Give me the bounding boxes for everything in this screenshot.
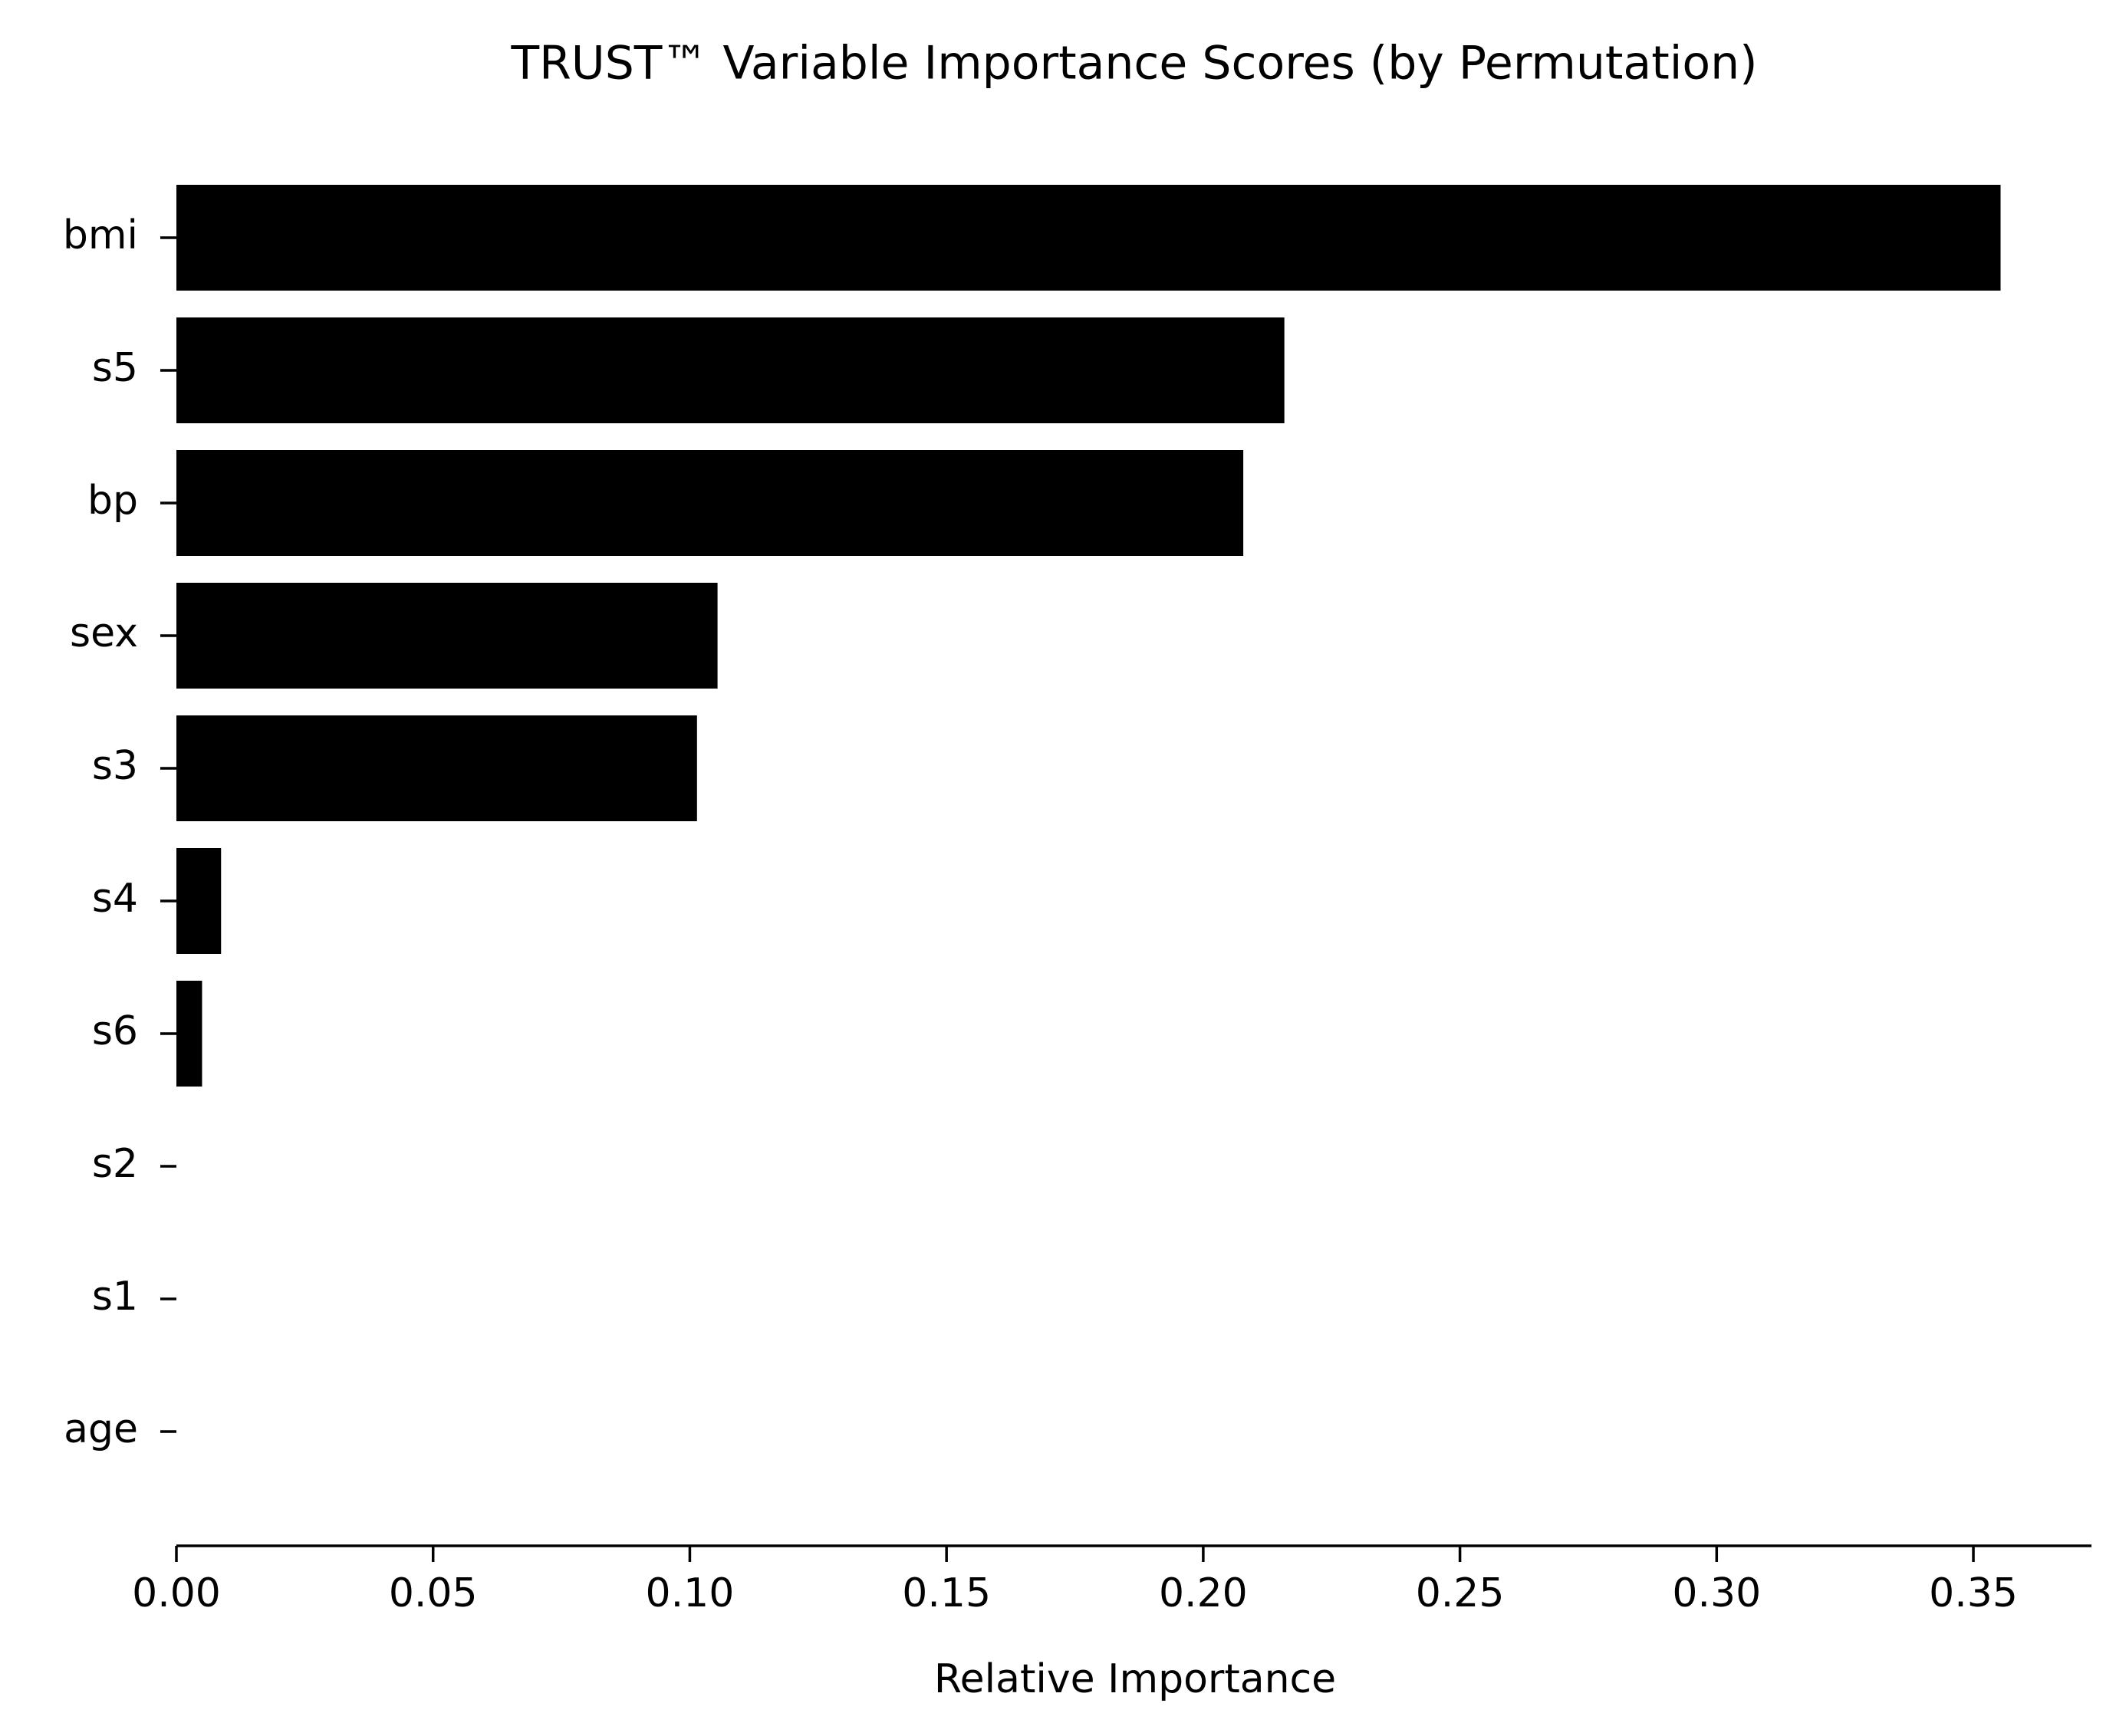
x-axis-label: Relative Importance (934, 1656, 1336, 1702)
bar (176, 848, 222, 954)
x-tick-label: 0.10 (646, 1570, 735, 1616)
bar (176, 317, 1285, 423)
y-tick-label: s2 (92, 1141, 138, 1187)
y-tick-label: sex (70, 610, 138, 656)
x-tick-label: 0.30 (1672, 1570, 1761, 1616)
x-tick-label: 0.05 (389, 1570, 478, 1616)
y-tick-label: s1 (92, 1274, 138, 1320)
bar (176, 185, 2001, 291)
y-tick-label: s5 (92, 345, 138, 391)
y-tick-label: bmi (63, 212, 138, 258)
bar (176, 583, 718, 689)
bar (176, 981, 202, 1087)
x-tick-label: 0.25 (1416, 1570, 1505, 1616)
bar (176, 715, 697, 821)
x-tick-label: 0.15 (902, 1570, 991, 1616)
x-tick-label: 0.35 (1929, 1570, 2018, 1616)
y-tick-label: s6 (92, 1008, 138, 1054)
bar (176, 450, 1244, 556)
chart-title: TRUST™ Variable Importance Scores (by Pe… (510, 37, 1757, 90)
x-tick-label: 0.00 (132, 1570, 221, 1616)
y-tick-label: s3 (92, 743, 138, 789)
y-tick-label: s4 (92, 876, 138, 922)
y-tick-label: bp (87, 478, 138, 524)
x-tick-label: 0.20 (1159, 1570, 1248, 1616)
y-tick-label: age (64, 1406, 138, 1452)
